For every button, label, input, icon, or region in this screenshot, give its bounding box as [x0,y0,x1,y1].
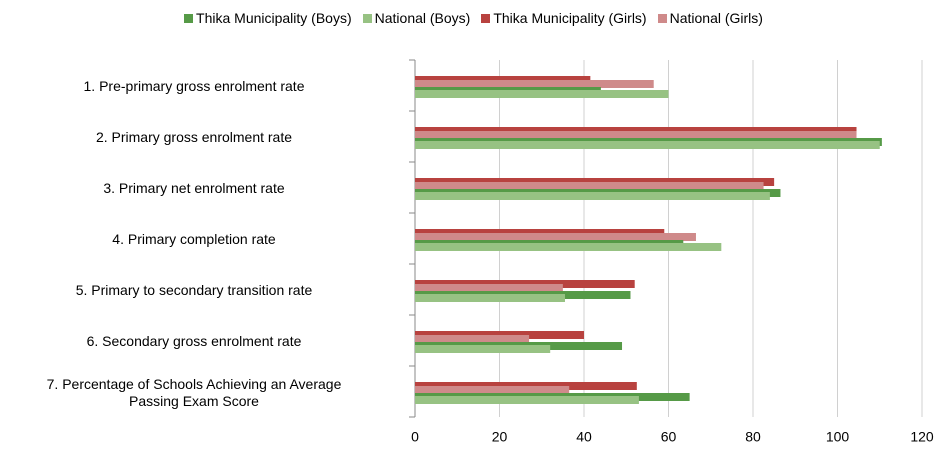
bar [415,141,880,149]
legend-swatch [184,13,194,23]
legend-label: Thika Municipality (Boys) [196,10,352,26]
legend: Thika Municipality (Boys) National (Boys)… [0,10,947,26]
bar [415,386,570,394]
legend-label: National (Boys) [374,10,471,26]
bar [415,80,654,88]
x-tick-label: 100 [826,429,850,445]
x-tick-label: 120 [910,429,934,445]
y-tick-label: 1. Pre-primary gross enrolment rate [83,78,305,94]
legend-item: National (Girls) [657,10,763,26]
legend-swatch [362,13,372,23]
x-tick-label: 0 [411,429,419,445]
legend-swatch [657,13,667,23]
legend-item: Thika Municipality (Boys) [184,10,352,26]
y-tick-label: 4. Primary completion rate [112,231,276,247]
legend-label: National (Girls) [669,10,763,26]
bar [415,233,696,241]
x-tick-label: 80 [745,429,761,445]
bar [415,345,551,353]
y-tick-label: 7. Percentage of Schools Achieving an Av… [46,375,342,409]
bar [415,243,722,251]
bar [415,335,530,343]
bar [415,284,563,292]
bar [415,192,770,200]
bar [415,90,669,98]
y-tick-label: 2. Primary gross enrolment rate [95,129,293,145]
x-tick-label: 40 [576,429,592,445]
legend-swatch [481,13,491,23]
bar [415,182,764,190]
legend-item: National (Boys) [362,10,471,26]
x-tick-label: 20 [492,429,508,445]
bar [415,294,565,302]
y-tick-label: 5. Primary to secondary transition rate [75,282,313,298]
bar [415,131,857,139]
y-tick-label: 6. Secondary gross enrolment rate [86,333,302,349]
bar [415,396,639,404]
legend-item: Thika Municipality (Girls) [481,10,647,26]
y-tick-label: 3. Primary net enrolment rate [103,180,285,196]
legend-label: Thika Municipality (Girls) [493,10,647,26]
x-tick-label: 60 [661,429,677,445]
